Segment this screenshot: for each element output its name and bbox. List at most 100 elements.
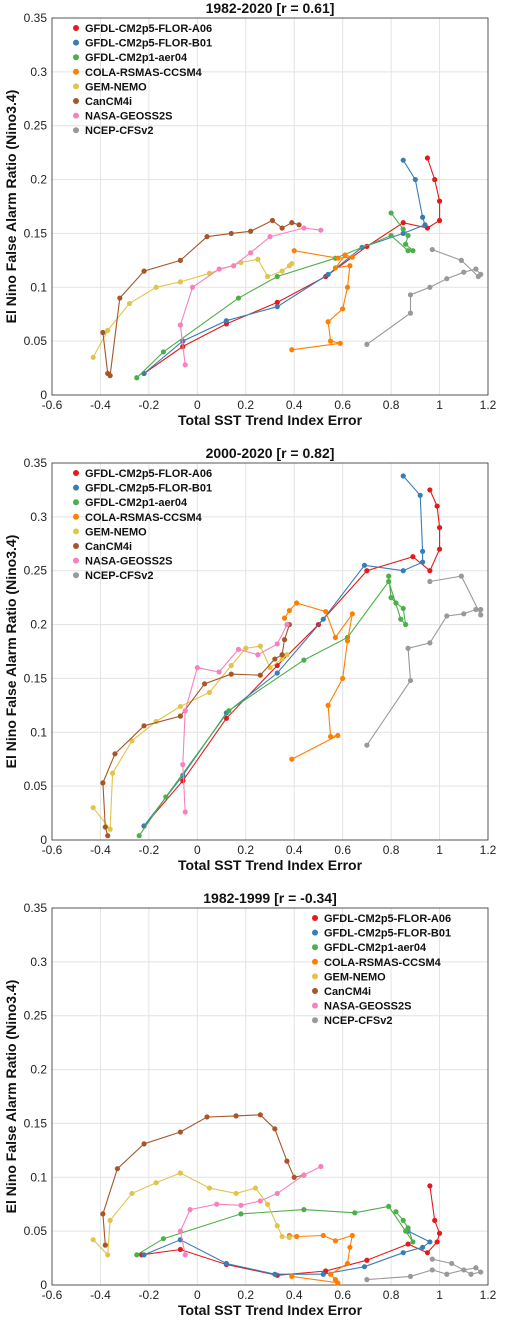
y-tick-label: 0.05	[24, 1224, 48, 1238]
data-point	[233, 1190, 239, 1197]
data-point	[400, 473, 406, 479]
x-tick-label: 0	[194, 398, 201, 412]
data-point	[264, 1201, 271, 1207]
data-point	[349, 1232, 355, 1239]
data-point	[182, 708, 188, 714]
data-point	[257, 1112, 263, 1118]
series-nasa-geoss2s	[177, 1163, 324, 1258]
legend-label: GEM-NEMO	[324, 971, 386, 983]
x-tick-label: 0.4	[286, 1288, 303, 1302]
data-point	[274, 1190, 280, 1197]
data-point	[458, 573, 464, 579]
legend-marker	[312, 944, 318, 951]
data-point	[405, 1225, 411, 1231]
data-point	[177, 1170, 183, 1176]
series-gfdl-cm2p5-flor-a06	[139, 1183, 443, 1278]
data-point	[332, 1277, 338, 1283]
legend-marker	[312, 1017, 318, 1024]
y-tick-label: 0.25	[24, 119, 48, 133]
data-point	[420, 214, 426, 220]
legend-label: NASA-GEOSS2S	[85, 556, 172, 568]
legend-marker	[73, 98, 79, 104]
data-point	[238, 1202, 244, 1208]
series-line	[143, 157, 441, 374]
data-point	[432, 1217, 438, 1223]
legend-label: NCEP-CFSv2	[85, 570, 153, 582]
plot-frame	[51, 462, 489, 841]
data-point	[444, 276, 450, 282]
data-point	[332, 1238, 338, 1244]
series-gfdl-cm2p5-flor-a06	[141, 487, 443, 829]
x-tick-label: 0	[194, 843, 201, 857]
data-point	[301, 225, 307, 231]
data-point	[347, 263, 353, 269]
data-point	[141, 1252, 147, 1258]
legend-label: COLA-RSMAS-CCSM4	[85, 512, 203, 524]
data-point	[223, 318, 229, 324]
legend-marker	[73, 83, 79, 90]
series-ncep-cfsv2	[364, 573, 484, 748]
data-point	[291, 248, 297, 254]
x-tick-label: -0.4	[90, 398, 111, 412]
data-point	[432, 176, 438, 183]
series-cola-rsmas-ccsm4	[289, 248, 355, 353]
data-point	[344, 1260, 351, 1267]
data-point	[327, 1271, 334, 1277]
x-tick-label: -0.2	[139, 398, 160, 412]
data-point	[420, 559, 426, 565]
data-point	[235, 295, 242, 301]
data-point	[257, 672, 263, 678]
data-point	[335, 255, 341, 261]
series-cancm4i	[100, 217, 302, 379]
data-point	[153, 1180, 159, 1186]
data-point	[318, 227, 324, 233]
data-point	[410, 554, 416, 560]
data-point	[264, 273, 271, 280]
data-point	[327, 338, 334, 344]
y-tick-label: 0.15	[24, 226, 48, 240]
data-point	[444, 1271, 450, 1277]
data-point	[444, 613, 450, 619]
data-point	[400, 568, 406, 574]
data-point	[301, 1207, 307, 1213]
legend-label: NASA-GEOSS2S	[85, 111, 172, 123]
y-tick-label: 0.15	[24, 671, 48, 685]
y-tick-label: 0.1	[30, 1170, 47, 1184]
data-point	[436, 198, 443, 204]
y-tick-label: 0.05	[24, 334, 48, 348]
legend: GFDL-CM2p5-FLOR-A06 GFDL-CM2p5-FLOR-B01 GF…	[312, 913, 451, 1027]
data-point	[100, 1211, 106, 1217]
legend-label: GFDL-CM2p1-aer04	[324, 942, 427, 954]
data-point	[180, 762, 186, 768]
data-point	[388, 232, 394, 239]
data-point	[274, 299, 280, 305]
chart-panel-3: -0.6 -0.4 -0.2 0 0.2 0.4 0.6 0.8 1 1.2 0 0.05 0.1 0.1…	[3, 890, 497, 1318]
data-point	[274, 641, 280, 647]
data-point	[189, 284, 196, 290]
data-point	[461, 611, 467, 617]
legend-label: GFDL-CM2p5-FLOR-A06	[85, 468, 212, 480]
data-point	[141, 370, 147, 377]
data-point	[177, 703, 183, 710]
y-tick-label: 0.2	[30, 173, 47, 187]
data-point	[223, 715, 229, 721]
data-point	[478, 1269, 484, 1275]
y-tick-label: 0	[40, 833, 47, 847]
series-line	[366, 1258, 482, 1281]
data-point	[393, 600, 399, 606]
legend-marker	[73, 484, 79, 491]
data-point	[252, 1185, 259, 1191]
data-point	[141, 1141, 147, 1147]
data-point	[105, 327, 111, 333]
data-point	[279, 268, 285, 274]
y-tick-label: 0.3	[30, 510, 47, 524]
data-point	[427, 640, 433, 646]
data-point	[400, 230, 406, 237]
data-point	[427, 284, 433, 290]
plot-frame	[51, 907, 489, 1286]
data-point	[177, 279, 183, 285]
data-point	[400, 226, 406, 232]
x-tick-label: 0.8	[383, 1288, 400, 1302]
legend: GFDL-CM2p5-FLOR-A06 GFDL-CM2p5-FLOR-B01 GF…	[73, 468, 212, 582]
